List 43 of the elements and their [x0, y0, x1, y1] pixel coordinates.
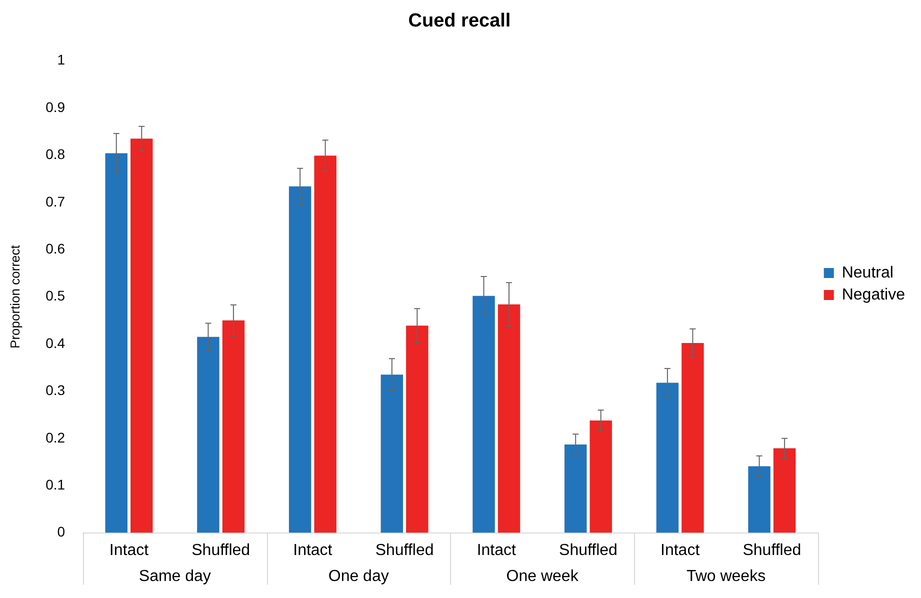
- x-tick-label: Shuffled: [192, 542, 250, 559]
- y-tick-label: 0.7: [46, 193, 66, 210]
- y-tick-label: 0.9: [46, 98, 66, 115]
- chart-title: Cued recall: [408, 10, 511, 32]
- y-tick-label: 0.5: [46, 288, 66, 304]
- x-tick-label: Shuffled: [559, 542, 618, 559]
- bar: [748, 466, 770, 533]
- bar: [472, 296, 495, 533]
- bar: [682, 343, 704, 533]
- bar: [288, 186, 312, 533]
- y-tick-label: 0.6: [46, 240, 66, 256]
- x-tick-label: Intact: [476, 542, 516, 559]
- bar: [197, 336, 220, 533]
- y-tick-label: 0.4: [46, 334, 66, 351]
- bar: [773, 448, 796, 533]
- x-tick-label: Intact: [660, 542, 700, 559]
- bar: [590, 420, 612, 533]
- bar: [564, 444, 587, 533]
- y-tick-label: 1: [57, 52, 66, 68]
- x-tick-label: Intact: [109, 542, 150, 559]
- text: One day: [328, 568, 389, 586]
- y-tick-label: 0: [57, 524, 66, 540]
- y-tick-label: 0.3: [46, 382, 66, 398]
- x-tick-label: Shuffled: [742, 542, 802, 559]
- bar: [105, 153, 128, 533]
- y-tick-label: 0.8: [46, 146, 66, 162]
- text: One week: [506, 568, 580, 586]
- bar: [130, 138, 153, 533]
- legend-label: Negative: [842, 286, 906, 304]
- y-axis-title: Proportion correct: [7, 244, 22, 348]
- bar: [656, 382, 679, 533]
- y-tick-label: 0.1: [46, 476, 66, 492]
- text: Two weeks: [686, 568, 766, 586]
- bar: [222, 320, 245, 533]
- text: Same day: [138, 568, 211, 586]
- bar: [314, 156, 336, 533]
- y-tick-label: 0.2: [46, 429, 66, 446]
- bar: [380, 374, 404, 533]
- x-tick-label: Intact: [293, 542, 333, 559]
- x-tick-label: Shuffled: [375, 542, 434, 559]
- bar: [406, 326, 428, 533]
- bar: [498, 304, 520, 533]
- legend-label: Neutral: [842, 264, 894, 282]
